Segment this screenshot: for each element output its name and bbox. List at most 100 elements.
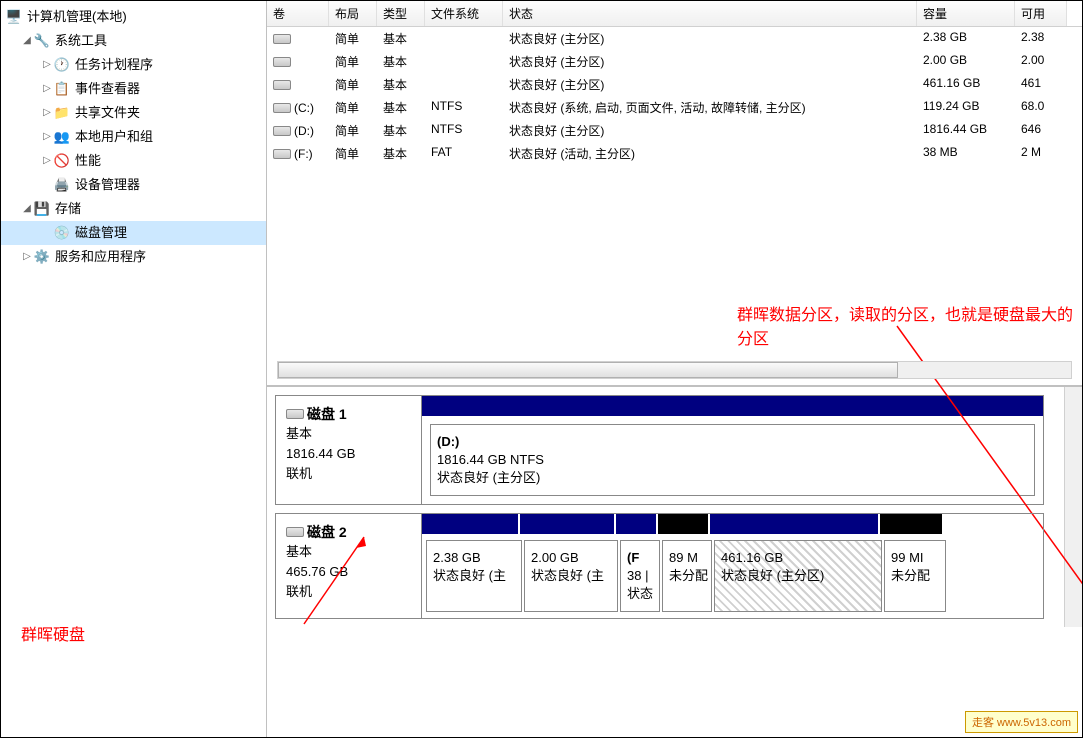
cell-layout: 简单 <box>329 75 377 94</box>
collapse-icon[interactable]: ◢ <box>21 199 33 219</box>
disk-2-partition[interactable]: 2.00 GB状态良好 (主 <box>524 540 618 612</box>
partition-size: 99 MI <box>891 549 939 567</box>
disk-2-partition[interactable]: 99 MI未分配 <box>884 540 946 612</box>
disk-panels: 磁盘 1 基本 1816.44 GB 联机 (D:) 1816.44 <box>267 386 1082 737</box>
disk-2-partition[interactable]: 461.16 GB状态良好 (主分区) <box>714 540 882 612</box>
volume-row[interactable]: 简单基本状态良好 (主分区)2.38 GB2.38 <box>267 27 1082 50</box>
scrollbar-thumb[interactable] <box>278 362 898 378</box>
disk-2-partition[interactable]: 89 M未分配 <box>662 540 712 612</box>
tree-storage[interactable]: ◢ 💾 存储 <box>1 197 266 221</box>
volume-row[interactable]: (C:)简单基本NTFS状态良好 (系统, 启动, 页面文件, 活动, 故障转储… <box>267 96 1082 119</box>
cell-free: 68.0 <box>1015 98 1067 117</box>
disk-1-info: 磁盘 1 基本 1816.44 GB 联机 <box>276 396 422 504</box>
col-layout[interactable]: 布局 <box>329 1 377 26</box>
partition-size: 89 M <box>669 549 705 567</box>
cell-free: 646 <box>1015 121 1067 140</box>
col-free[interactable]: 可用 <box>1015 1 1067 26</box>
disk-2-partition[interactable]: (F38 |状态 <box>620 540 660 612</box>
tree-label: 本地用户和组 <box>75 127 153 147</box>
expand-icon[interactable]: ▷ <box>41 103 53 123</box>
tree-system-tools[interactable]: ◢ 🔧 系统工具 <box>1 29 266 53</box>
folder-icon: 📁 <box>53 104 71 122</box>
expand-icon[interactable]: ▷ <box>41 127 53 147</box>
partition-status: 状态良好 (主 <box>433 567 515 585</box>
cell-fs <box>425 75 503 94</box>
cell-capacity: 119.24 GB <box>917 98 1015 117</box>
cell-type: 基本 <box>377 29 425 48</box>
partition-status: 未分配 <box>891 567 939 585</box>
volume-icon <box>273 80 291 90</box>
cell-status: 状态良好 (活动, 主分区) <box>503 144 917 163</box>
expand-icon[interactable]: ▷ <box>41 79 53 99</box>
tree-devmgr[interactable]: 🖨️ 设备管理器 <box>1 173 266 197</box>
volume-row[interactable]: (F:)简单基本FAT状态良好 (活动, 主分区)38 MB2 M <box>267 142 1082 165</box>
disk-2-status: 联机 <box>286 582 411 602</box>
tree-label: 设备管理器 <box>75 175 140 195</box>
tree-perf[interactable]: ▷ 🚫 性能 <box>1 149 266 173</box>
partition-size: 2.00 GB <box>531 549 611 567</box>
storage-icon: 💾 <box>33 200 51 218</box>
tree-eventviewer[interactable]: ▷ 📋 事件查看器 <box>1 77 266 101</box>
horizontal-scrollbar[interactable] <box>277 361 1072 379</box>
col-fs[interactable]: 文件系统 <box>425 1 503 26</box>
tree-root[interactable]: 🖥️ 计算机管理(本地) <box>1 5 266 29</box>
disk-icon <box>286 527 304 537</box>
partition-label: (F <box>627 549 653 567</box>
device-icon: 🖨️ <box>53 176 71 194</box>
expand-icon[interactable]: ▷ <box>41 151 53 171</box>
tree-label: 共享文件夹 <box>75 103 140 123</box>
volume-row[interactable]: 简单基本状态良好 (主分区)2.00 GB2.00 <box>267 50 1082 73</box>
disk-1-status: 联机 <box>286 464 411 484</box>
partition-size: 461.16 GB <box>721 549 875 567</box>
volume-list: 卷 布局 类型 文件系统 状态 容量 可用 简单基本状态良好 (主分区)2.38… <box>267 1 1082 386</box>
disk-1-colorbar <box>422 396 1043 416</box>
cell-status: 状态良好 (系统, 启动, 页面文件, 活动, 故障转储, 主分区) <box>503 98 917 117</box>
cell-fs <box>425 29 503 48</box>
disk-2-colorbar <box>422 514 1043 534</box>
partition-status: 状态 <box>627 585 653 603</box>
cell-free: 2.00 <box>1015 52 1067 71</box>
tree-label: 系统工具 <box>55 31 107 51</box>
expand-icon[interactable]: ▷ <box>21 247 33 267</box>
disk-1-panel[interactable]: 磁盘 1 基本 1816.44 GB 联机 (D:) 1816.44 <box>275 395 1044 505</box>
volume-letter: (D:) <box>294 124 314 138</box>
collapse-icon[interactable]: ◢ <box>21 31 33 51</box>
expand-icon[interactable]: ▷ <box>41 55 53 75</box>
cell-fs: FAT <box>425 144 503 163</box>
volume-icon <box>273 149 291 159</box>
cell-status: 状态良好 (主分区) <box>503 121 917 140</box>
tree-label: 服务和应用程序 <box>55 247 146 267</box>
tree-label: 任务计划程序 <box>75 55 153 75</box>
partition-size: 38 | <box>627 567 653 585</box>
tree-diskmgmt[interactable]: 💿 磁盘管理 <box>1 221 266 245</box>
tree-shared[interactable]: ▷ 📁 共享文件夹 <box>1 101 266 125</box>
col-capacity[interactable]: 容量 <box>917 1 1015 26</box>
disk-1-bar: (D:) 1816.44 GB NTFS 状态良好 (主分区) <box>422 396 1043 504</box>
cell-layout: 简单 <box>329 29 377 48</box>
volume-row[interactable]: (D:)简单基本NTFS状态良好 (主分区)1816.44 GB646 <box>267 119 1082 142</box>
clock-icon: 🕐 <box>53 56 71 74</box>
disk-1-partition-d[interactable]: (D:) 1816.44 GB NTFS 状态良好 (主分区) <box>430 424 1035 496</box>
cell-capacity: 2.00 GB <box>917 52 1015 71</box>
cell-type: 基本 <box>377 121 425 140</box>
tree-scheduler[interactable]: ▷ 🕐 任务计划程序 <box>1 53 266 77</box>
cell-layout: 简单 <box>329 52 377 71</box>
tree-users[interactable]: ▷ 👥 本地用户和组 <box>1 125 266 149</box>
disk-1-size: 1816.44 GB <box>286 444 411 464</box>
col-type[interactable]: 类型 <box>377 1 425 26</box>
disk-2-panel[interactable]: 磁盘 2 基本 465.76 GB 联机 2.38 GB状态良好 (主2.00 … <box>275 513 1044 619</box>
col-status[interactable]: 状态 <box>503 1 917 26</box>
partition-status: 状态良好 (主分区) <box>437 469 1028 487</box>
cell-free: 2 M <box>1015 144 1067 163</box>
tree-services[interactable]: ▷ ⚙️ 服务和应用程序 <box>1 245 266 269</box>
disk-1-type: 基本 <box>286 424 411 444</box>
vertical-scrollbar[interactable] <box>1064 387 1082 627</box>
cell-capacity: 461.16 GB <box>917 75 1015 94</box>
partition-status: 状态良好 (主分区) <box>721 567 875 585</box>
cell-layout: 简单 <box>329 144 377 163</box>
disk-2-partition[interactable]: 2.38 GB状态良好 (主 <box>426 540 522 612</box>
cell-free: 2.38 <box>1015 29 1067 48</box>
volume-row[interactable]: 简单基本状态良好 (主分区)461.16 GB461 <box>267 73 1082 96</box>
col-volume[interactable]: 卷 <box>267 1 329 26</box>
partition-size: 1816.44 GB NTFS <box>437 451 1028 469</box>
